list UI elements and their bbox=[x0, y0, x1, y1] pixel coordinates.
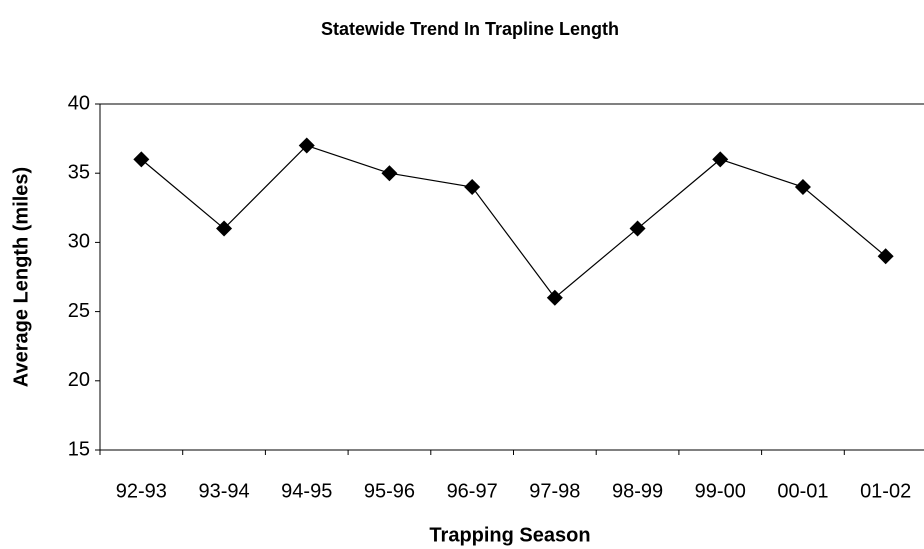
y-tick-label: 20 bbox=[68, 369, 90, 391]
x-tick-label: 93-94 bbox=[198, 480, 249, 502]
x-tick-label: 96-97 bbox=[447, 480, 498, 502]
marker bbox=[216, 220, 233, 237]
marker bbox=[629, 220, 646, 237]
x-tick-label: 97-98 bbox=[529, 480, 580, 502]
y-tick-label: 40 bbox=[68, 92, 90, 114]
marker bbox=[133, 151, 150, 168]
x-tick-label: 94-95 bbox=[281, 480, 332, 502]
marker bbox=[794, 179, 811, 196]
x-tick-label: 00-01 bbox=[777, 480, 828, 502]
x-tick-label: 95-96 bbox=[364, 480, 415, 502]
x-axis-label: Trapping Season bbox=[429, 524, 590, 546]
x-tick-label: 98-99 bbox=[612, 480, 663, 502]
y-tick-label: 15 bbox=[68, 438, 90, 460]
y-tick-label: 25 bbox=[68, 300, 90, 322]
y-axis-label: Average Length (miles) bbox=[10, 167, 32, 387]
plot-frame bbox=[99, 103, 924, 451]
marker bbox=[298, 137, 315, 154]
marker bbox=[381, 165, 398, 182]
y-tick-label: 30 bbox=[68, 231, 90, 253]
x-tick-label: 01-02 bbox=[860, 480, 911, 502]
x-tick-label: 92-93 bbox=[116, 480, 167, 502]
marker bbox=[712, 151, 729, 168]
y-tick-label: 35 bbox=[68, 161, 90, 183]
line bbox=[140, 144, 887, 299]
chart-title: Statewide Trend In Trapline Length bbox=[321, 19, 619, 39]
x-tick-label: 99-00 bbox=[695, 480, 746, 502]
marker bbox=[464, 179, 481, 196]
marker bbox=[877, 248, 894, 265]
marker bbox=[546, 289, 563, 306]
